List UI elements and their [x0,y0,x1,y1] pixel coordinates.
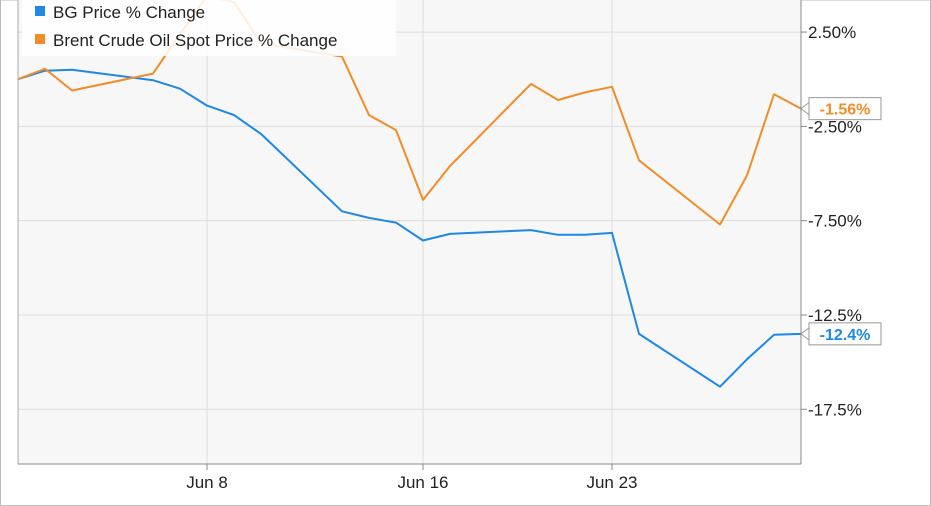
x-axis-ticks: Jun 8 Jun 16 Jun 23 [186,464,638,492]
x-tick-label: Jun 23 [586,473,637,492]
legend-label-bg: BG Price % Change [53,3,205,22]
y-tick-label: -17.5% [808,400,862,419]
end-value-labels: -12.4% -1.56% [800,97,882,346]
end-value-label: -12.4% [820,327,871,344]
y-tick-label: 2.50% [808,23,856,42]
end-value-label: -1.56% [820,102,871,119]
legend-label-brent: Brent Crude Oil Spot Price % Change [53,31,337,50]
x-tick-label: Jun 8 [186,473,228,492]
legend-swatch-bg [35,6,45,16]
end-label-box [808,97,882,121]
legend-swatch-brent [35,34,45,44]
legend-background [22,0,396,56]
y-tick-label: -2.50% [808,117,862,136]
y-tick-label: -7.50% [808,212,862,231]
legend: BG Price % Change Brent Crude Oil Spot P… [22,0,396,56]
x-tick-label: Jun 16 [397,473,448,492]
end-label-box [808,322,882,346]
y-axis-ticks: 2.50% -2.50% -7.50% -12.5% -17.5% [801,23,862,419]
series-line-bg [17,68,802,388]
y-tick-label: -12.5% [808,306,862,325]
grid-lines [18,0,801,464]
